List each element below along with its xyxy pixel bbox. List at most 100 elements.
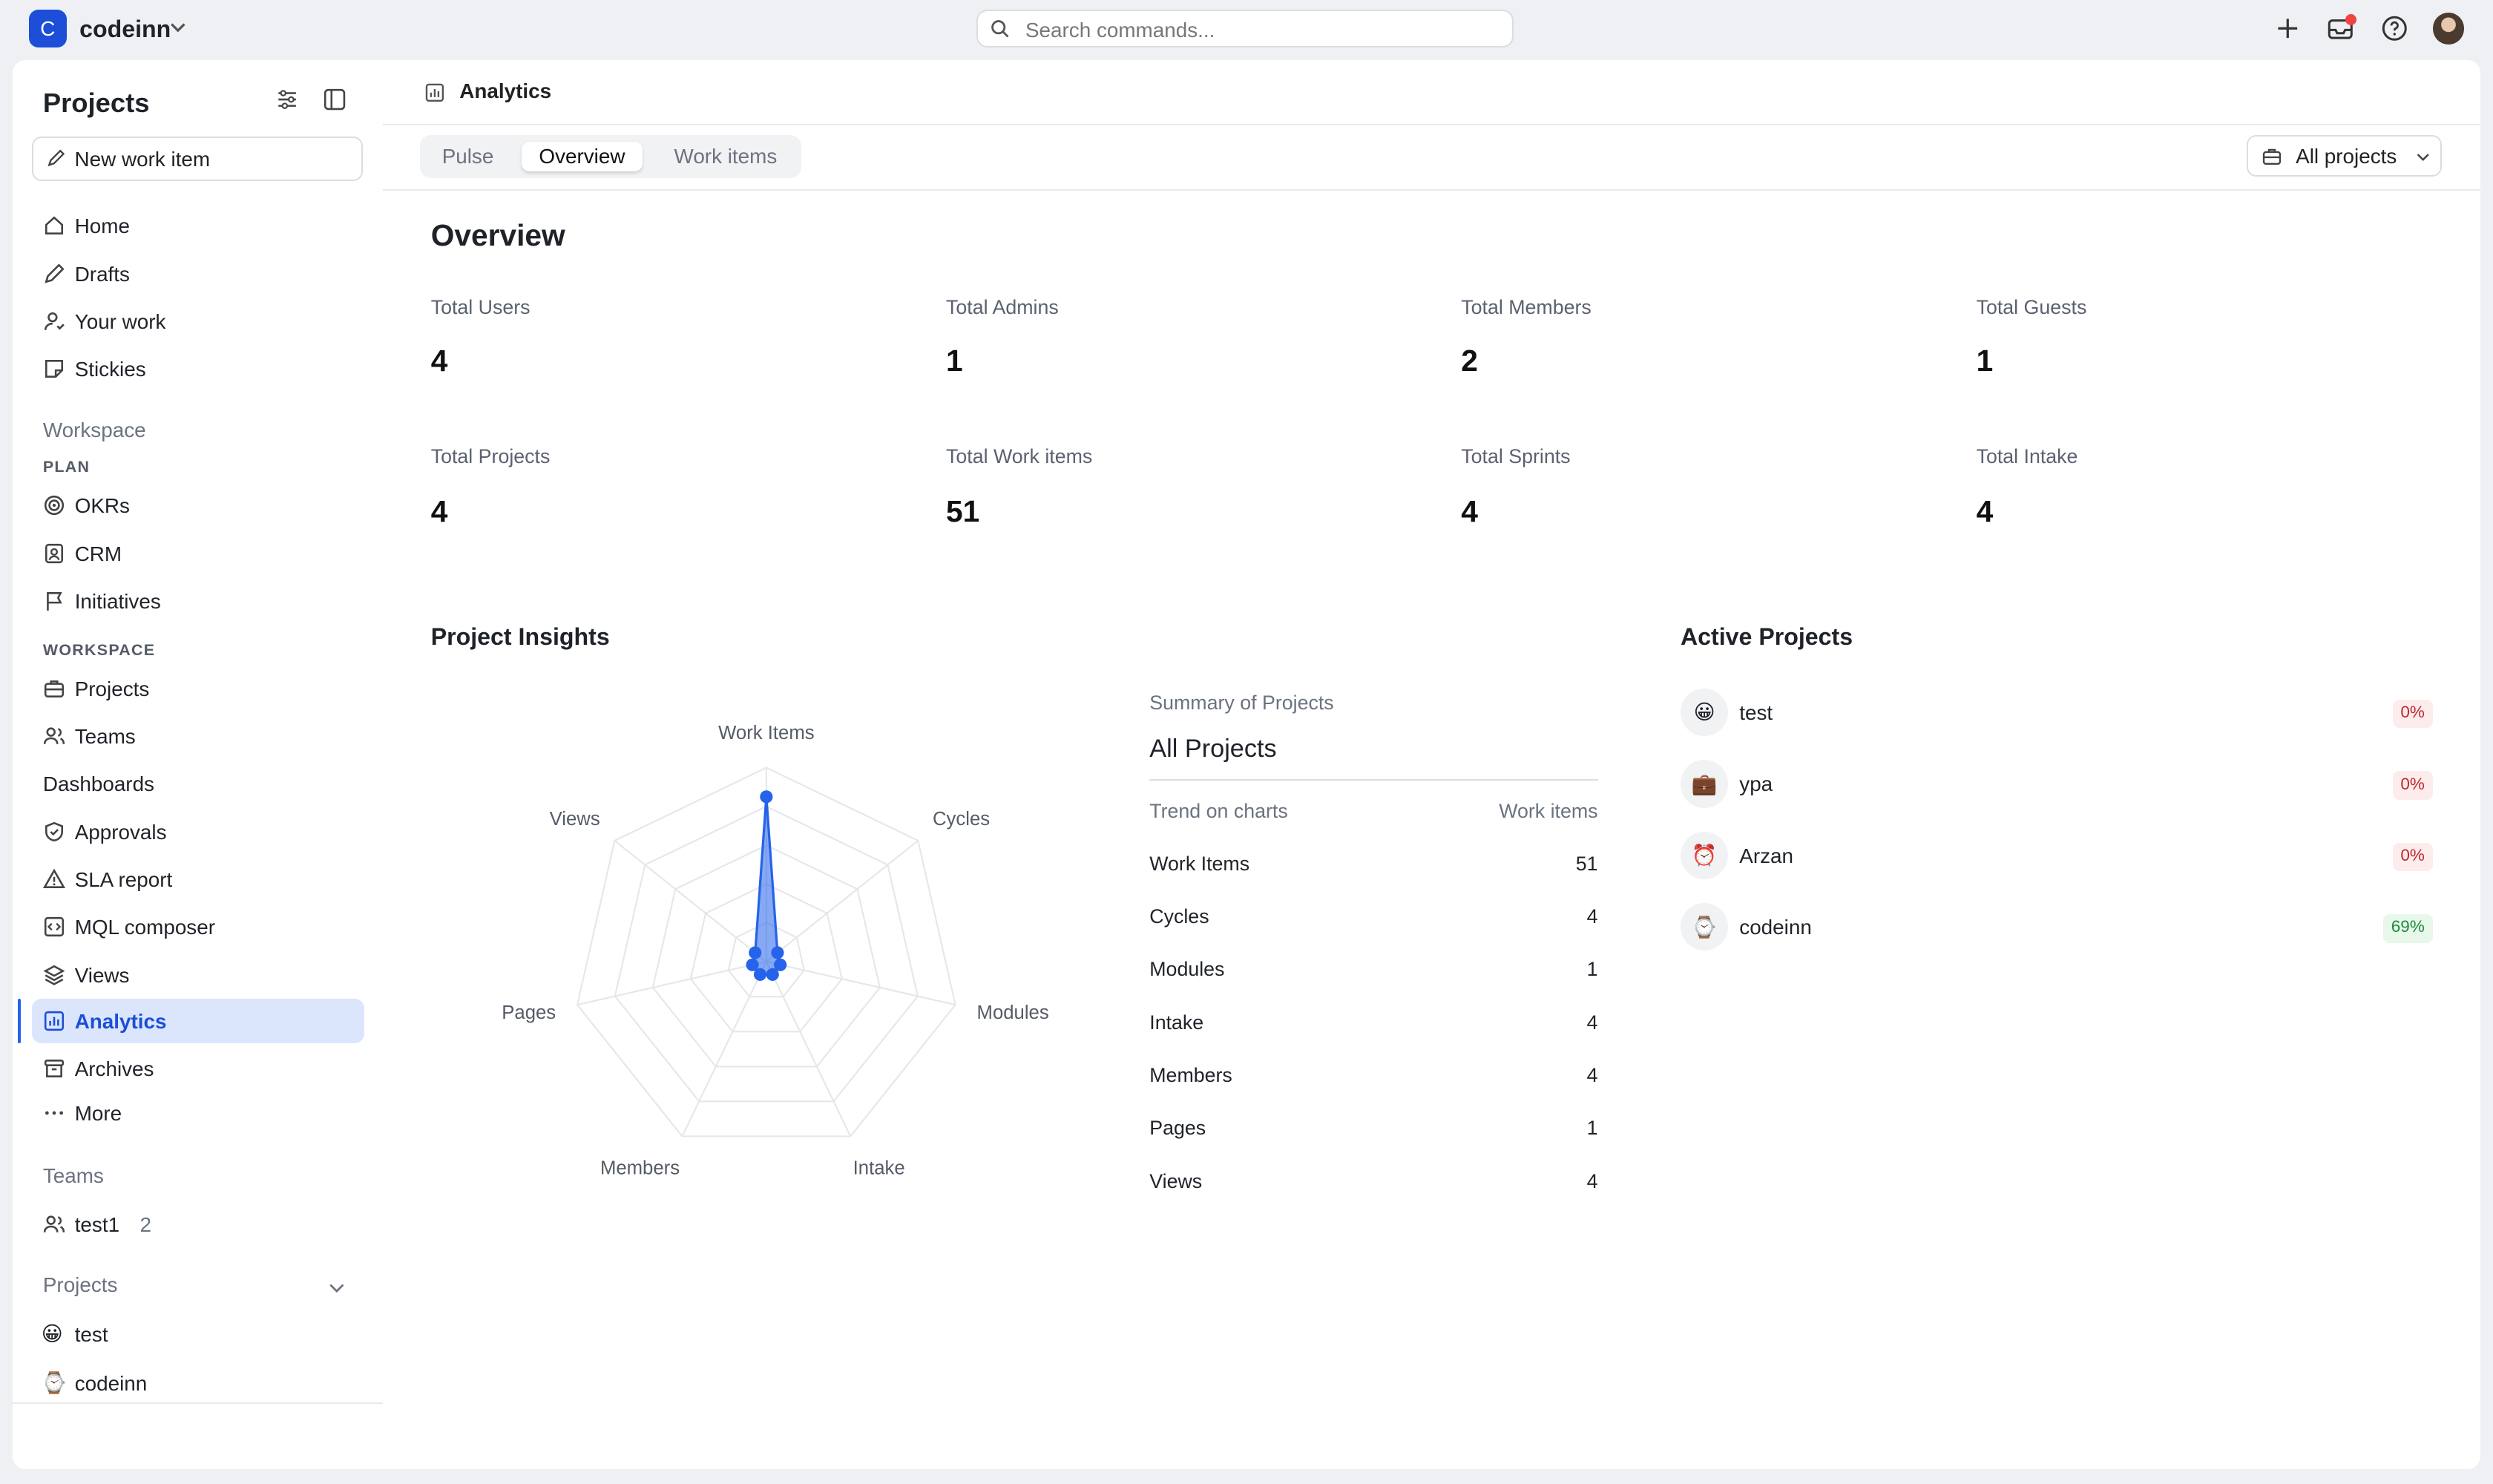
nav-item-label: Home (74, 214, 130, 238)
radar-grid-ring (689, 883, 843, 1033)
summary-row-value: 4 (1586, 1169, 1598, 1192)
pencil-icon (45, 263, 65, 283)
stat-label: Total Work items (945, 444, 1093, 467)
summary-heading: Summary of Projects (1149, 692, 1334, 715)
main-panel: Analytics Pulse Overview Work items All … (383, 60, 2480, 1469)
section-heading-teams: Teams (42, 1163, 104, 1187)
workspace-name[interactable]: codeinn (79, 16, 171, 43)
summary-row: Pages 1 (1149, 1117, 1597, 1149)
tab-pulse[interactable]: Pulse (441, 144, 494, 168)
stat-value: 4 (430, 494, 448, 529)
nav-item-sla-report[interactable]: SLA report (32, 857, 364, 902)
summary-row-label: Pages (1149, 1117, 1206, 1140)
active-project-row[interactable]: ⏰ Arzan 0% (1680, 831, 2433, 883)
archive-icon (44, 1059, 64, 1077)
stat-label: Total Users (430, 295, 531, 318)
tab-bar: Pulse Overview Work items (419, 135, 801, 178)
nav-item-more[interactable]: More (32, 1091, 364, 1135)
users-icon (43, 1215, 65, 1232)
summary-row: Intake 4 (1149, 1011, 1597, 1043)
nav-item-approvals[interactable]: Approvals (32, 810, 364, 854)
stat-label: Total Admins (945, 295, 1059, 318)
nav-item-okrs[interactable]: OKRs (32, 483, 364, 528)
nav-item-views[interactable]: Views (32, 953, 364, 997)
new-work-item-label: New work item (74, 148, 211, 171)
sidebar-project-codeinn[interactable]: ⌚ codeinn (32, 1361, 364, 1405)
summary-column-header: Trend on charts (1149, 799, 1288, 822)
flag-icon (46, 591, 62, 611)
radar-data-point (774, 959, 787, 972)
nav-item-label: OKRs (74, 494, 130, 518)
header-divider (383, 124, 2480, 126)
avatar[interactable] (2432, 13, 2465, 45)
chevron-down-icon[interactable] (327, 1278, 346, 1298)
stat-label: Total Members (1461, 295, 1592, 318)
chevron-down-icon[interactable] (168, 18, 188, 37)
summary-row-label: Cycles (1149, 904, 1209, 928)
summary-row: Modules 1 (1149, 958, 1597, 990)
tab-work-items[interactable]: Work items (674, 144, 778, 168)
home-icon (45, 216, 63, 235)
shield-icon (45, 821, 63, 841)
radar-grid-ring (576, 766, 956, 1137)
nav-item-stickies[interactable]: Stickies (32, 347, 364, 391)
active-project-row[interactable]: ⌚ codeinn 69% (1680, 903, 2433, 954)
sidebar-divider (13, 1402, 384, 1405)
section-subheading-plan: PLAN (42, 458, 91, 476)
search-input[interactable] (1022, 14, 1506, 46)
summary-divider (1149, 778, 1598, 781)
new-item-icon (47, 149, 65, 167)
nav-item-dashboards[interactable]: Dashboards (32, 761, 364, 806)
sidebar-project-test[interactable]: 😀 test (32, 1312, 364, 1356)
sliders-icon[interactable] (275, 88, 299, 111)
radar-axis-label: Cycles (933, 810, 990, 830)
nav-item-initiatives[interactable]: Initiatives (32, 579, 364, 623)
command-search[interactable] (976, 9, 1514, 48)
sidebar-title: Projects (42, 87, 150, 118)
active-project-row[interactable]: 💼 ypa 0% (1680, 760, 2433, 811)
section-heading-workspace: Workspace (42, 418, 146, 441)
active-project-row[interactable]: 😀 test 0% (1680, 688, 2433, 740)
radar-chart: Work Items Cycles Modules Intake Members Page… (502, 723, 1048, 1179)
nav-item-mql-composer[interactable]: MQL composer (32, 904, 364, 949)
nav-item-label: Approvals (74, 820, 167, 844)
chevron-down-icon (2417, 154, 2429, 162)
sidebar: Projects New work item Home Drafts Your … (13, 60, 385, 1469)
contact-icon (45, 543, 63, 563)
overview-title: Overview (430, 217, 565, 252)
summary-row-value: 4 (1586, 1011, 1598, 1034)
nav-item-team[interactable]: test1 2 (32, 1202, 364, 1247)
project-filter-dropdown[interactable]: All projects (2246, 135, 2443, 177)
project-label: test (74, 1322, 108, 1346)
project-name: codeinn (1739, 916, 1812, 939)
project-name: test (1739, 700, 1773, 724)
plus-icon[interactable] (2273, 14, 2302, 43)
stat-label: Total Guests (1976, 295, 2087, 318)
nav-item-teams[interactable]: Teams (32, 714, 364, 758)
help-icon[interactable] (2380, 14, 2409, 43)
project-filter-label: All projects (2296, 144, 2397, 168)
nav-item-projects[interactable]: Projects (32, 666, 364, 711)
nav-item-drafts[interactable]: Drafts (32, 252, 364, 296)
team-count: 2 (139, 1212, 152, 1236)
new-work-item-button[interactable]: New work item (31, 137, 363, 182)
workspace-logo[interactable]: C (28, 9, 67, 48)
nav-item-home[interactable]: Home (32, 203, 364, 248)
tab-overview[interactable]: Overview (521, 141, 643, 172)
stat-value: 2 (1461, 343, 1478, 378)
summary-column-header: Work items (1499, 799, 1598, 822)
nav-item-archives[interactable]: Archives (32, 1046, 364, 1091)
inbox-icon[interactable] (2326, 14, 2355, 43)
nav-item-your-work[interactable]: Your work (32, 299, 364, 344)
radar-data-point (771, 946, 784, 959)
project-emoji-icon: ⏰ (1680, 831, 1729, 879)
stat-value: 4 (1461, 494, 1478, 529)
radar-axis-label: Members (600, 1158, 680, 1179)
section-heading-projects: Projects (42, 1273, 118, 1297)
radar-data-point (753, 968, 767, 982)
nav-item-analytics[interactable]: Analytics (31, 998, 364, 1043)
summary-row-label: Intake (1149, 1011, 1204, 1034)
sidebar-toggle-icon[interactable] (323, 88, 346, 111)
summary-row-value: 1 (1586, 1117, 1598, 1140)
nav-item-crm[interactable]: CRM (32, 531, 364, 576)
